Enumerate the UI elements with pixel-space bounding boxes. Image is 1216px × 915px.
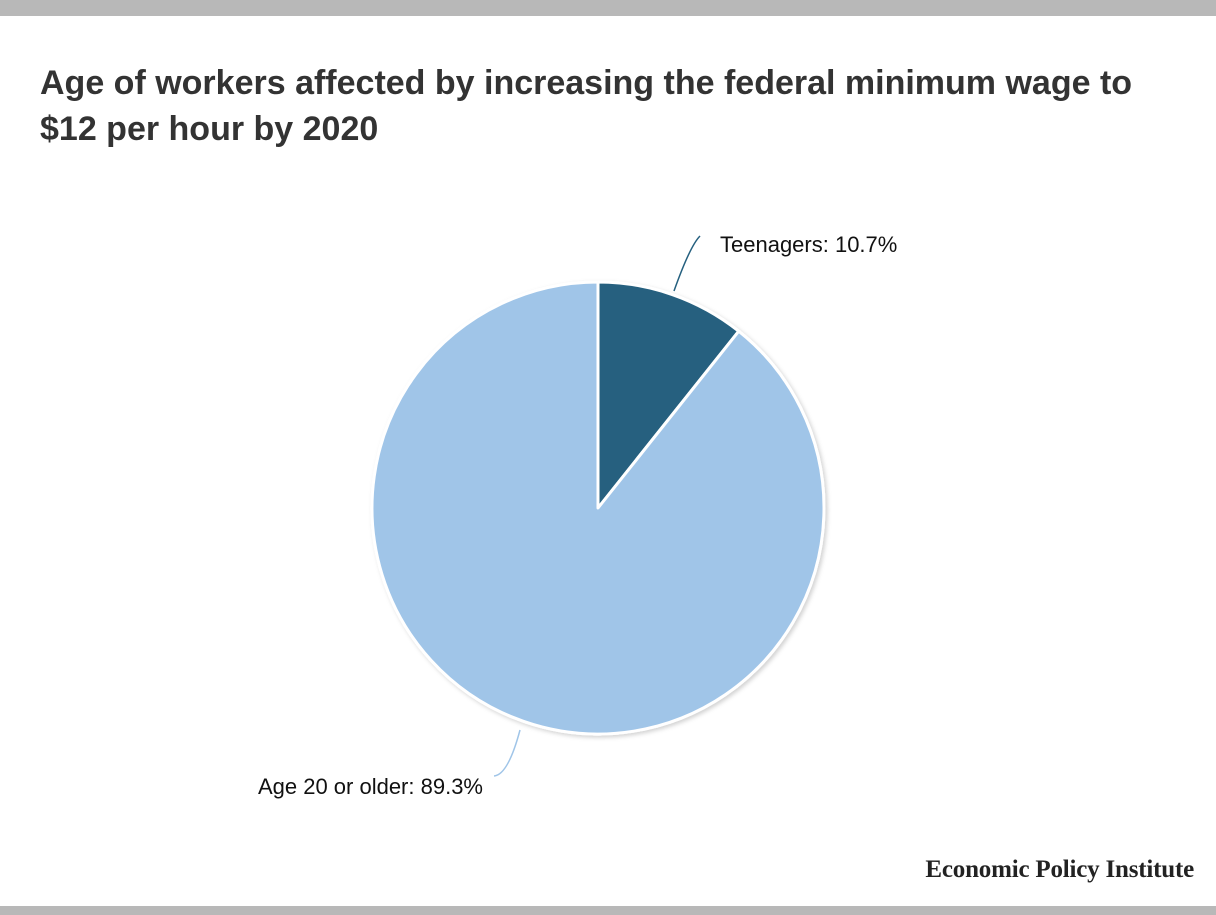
slice-labels: Teenagers: 10.7% Age 20 or older: 89.3% [258, 232, 897, 799]
chart-title: Age of workers affected by increasing th… [40, 64, 1133, 148]
slice-label-age-20-or-older: Age 20 or older: 89.3% [258, 774, 483, 799]
slice-label-teenagers: Teenagers: 10.7% [720, 232, 897, 257]
source-logo: Economic Policy Institute [925, 856, 1194, 883]
leader-line-age-20-or-older [493, 729, 521, 777]
pie-slice-teenagers [596, 280, 741, 510]
leader-line-teenagers [673, 235, 701, 292]
label-leader-lines [493, 235, 701, 777]
bottom-border-bar [0, 906, 1216, 915]
pie-slices [370, 280, 826, 736]
top-border-bar [0, 0, 1216, 16]
pie-slice-age-20-or-older [370, 280, 826, 736]
